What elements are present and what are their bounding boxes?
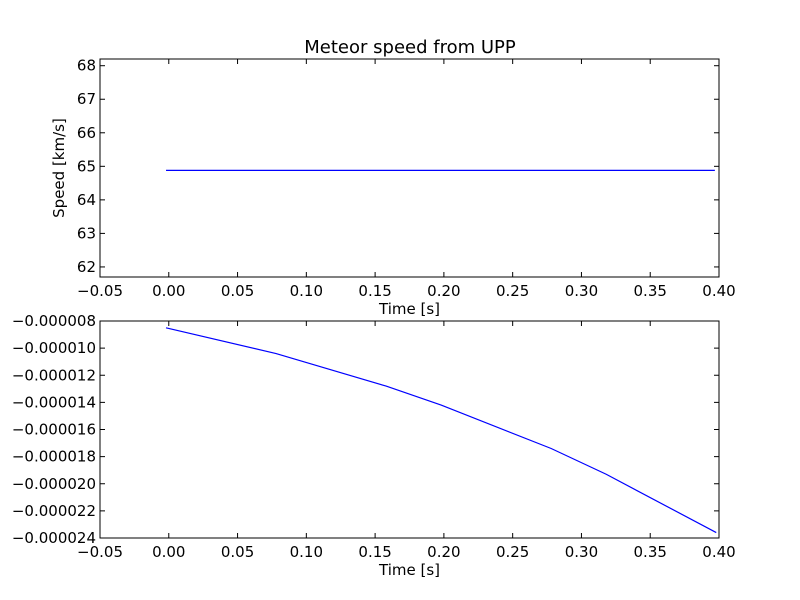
deviation-y-tick-label: −0.000012 (12, 366, 96, 384)
speed-y-tick-label: 63 (77, 224, 96, 242)
speed-x-axis-label: Time [s] (378, 300, 440, 318)
speed-y-tick-label: 62 (77, 258, 96, 276)
deviation-y-tick-label: −0.000022 (12, 502, 96, 520)
deviation-y-tick-label: −0.000010 (12, 339, 96, 357)
speed-x-tick-label: 0.10 (290, 282, 323, 300)
speed-x-tick-label: 0.05 (221, 282, 254, 300)
deviation-x-tick-label: 0.05 (221, 543, 254, 561)
deviation-x-axis-label: Time [s] (378, 561, 440, 579)
deviation-x-tick-label: −0.05 (77, 543, 123, 561)
speed-x-tick-label: 0.40 (702, 282, 735, 300)
deviation-x-tick-label: 0.10 (290, 543, 323, 561)
deviation-y-tick-label: −0.000024 (12, 529, 96, 547)
deviation-x-tick-label: 0.35 (634, 543, 667, 561)
speed-y-tick-label: 65 (77, 157, 96, 175)
speed-y-tick-label: 67 (77, 90, 96, 108)
deviation-plot: −0.05 0.00 0.05 0.10 0.15 0.20 0.25 0.30 0.35 0.4… (12, 312, 736, 579)
deviation-y-tick-label: −0.000018 (12, 448, 96, 466)
speed-x-tick-label: 0.35 (634, 282, 667, 300)
speed-y-tick-label: 68 (77, 57, 96, 75)
speed-y-tick-label: 66 (77, 124, 96, 142)
deviation-y-tick-label: −0.000016 (12, 421, 96, 439)
speed-x-tick-label: 0.00 (152, 282, 185, 300)
speed-x-tick-label: 0.25 (496, 282, 529, 300)
speed-plot: −0.05 0.00 0.05 0.10 0.15 0.20 0.25 0.30 0.35 0.4… (50, 57, 736, 318)
deviation-x-tick-label: 0.00 (152, 543, 185, 561)
deviation-x-tick-label: 0.15 (358, 543, 391, 561)
speed-x-tick-label: 0.15 (358, 282, 391, 300)
speed-axes-frame (99, 58, 720, 278)
deviation-x-tick-label: 0.25 (496, 543, 529, 561)
deviation-x-tick-label: 0.20 (427, 543, 460, 561)
speed-y-axis-label: Speed [km/s] (50, 118, 68, 218)
deviation-series-line (165, 327, 717, 534)
speed-x-tick-label: 0.30 (565, 282, 598, 300)
speed-y-tick-label: 64 (77, 191, 96, 209)
deviation-x-tick-label: 0.40 (702, 543, 735, 561)
deviation-x-tick-label: 0.30 (565, 543, 598, 561)
speed-x-tick-label: 0.20 (427, 282, 460, 300)
speed-x-tick-label: −0.05 (77, 282, 123, 300)
deviation-y-tick-label: −0.000020 (12, 475, 96, 493)
deviation-y-tick-label: −0.000008 (12, 312, 96, 330)
chart-title: Meteor speed from UPP (304, 37, 516, 58)
deviation-y-tick-label: −0.000014 (12, 393, 96, 411)
